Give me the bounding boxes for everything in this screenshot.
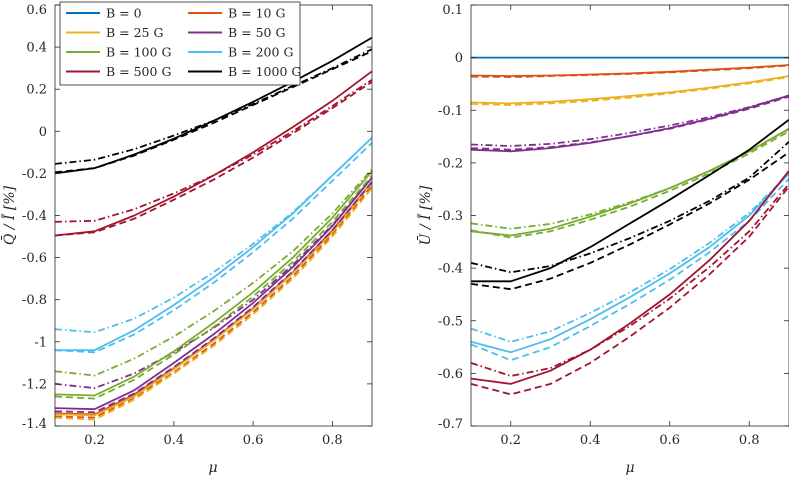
x-tick-label: 0.8 <box>739 433 760 448</box>
y-axis-label: Q̄ / Ī [%] <box>0 185 18 245</box>
y-tick-label: -0.6 <box>438 367 463 382</box>
series-line-right-18 <box>471 151 789 291</box>
y-tick-label: -0.3 <box>438 209 463 224</box>
y-tick-label: 0 <box>39 125 47 140</box>
y-axis-label: Ū / Ī [%] <box>416 185 434 245</box>
y-tick-label: 0.6 <box>26 3 47 18</box>
y-tick-label: -1.2 <box>22 377 47 392</box>
y-tick-label: -0.6 <box>22 251 47 266</box>
x-axis-label: μ <box>208 460 217 476</box>
y-tick-label: -0.1 <box>438 104 463 119</box>
series-line-left-1 <box>55 185 372 419</box>
legend-label: B = 10 G <box>228 6 285 21</box>
series-line-right-14 <box>471 170 789 385</box>
series-line-right-7 <box>471 94 789 147</box>
series-line-left-17 <box>55 50 372 174</box>
y-tick-label: -0.4 <box>22 209 47 224</box>
series-line-left-6 <box>55 177 372 390</box>
y-tick-label: -0.8 <box>22 293 47 308</box>
y-tick-label: -0.2 <box>22 167 47 182</box>
x-tick-label: 0.2 <box>84 433 105 448</box>
series-line-right-19 <box>471 141 789 274</box>
series-line-right-3 <box>471 75 789 105</box>
legend: B = 0 B = 10 G B = 25 G B = 50 G B = 100 G B … <box>59 1 301 86</box>
legend-label: B = 50 G <box>228 25 285 40</box>
series-line-right-4 <box>471 76 789 106</box>
legend-label: B = 1000 G <box>228 64 301 79</box>
series-line-left-11 <box>55 142 372 354</box>
x-axis-label: μ <box>625 460 634 476</box>
series-line-left-12 <box>55 136 372 334</box>
right-series-group <box>471 56 789 396</box>
x-tick-label: 0.6 <box>243 433 264 448</box>
series-line-left-8 <box>55 174 372 400</box>
y-tick-label: -0.4 <box>438 262 463 277</box>
y-tick-label: -1 <box>34 335 47 350</box>
left-series-group <box>55 36 372 421</box>
x-tick-label: 0.6 <box>659 433 680 448</box>
legend-label: B = 0 <box>106 6 142 21</box>
y-tick-label: -0.5 <box>438 314 463 329</box>
series-line-right-15 <box>471 186 789 396</box>
series-line-right-16 <box>471 183 789 377</box>
x-tick-label: 0.4 <box>580 433 601 448</box>
series-line-right-17 <box>471 118 789 283</box>
series-line-right-12 <box>471 178 789 362</box>
y-tick-label: 0 <box>455 51 463 66</box>
series-line-right-9 <box>471 130 789 239</box>
y-tick-label: -1.4 <box>22 417 47 432</box>
series-line-left-7 <box>55 170 372 397</box>
series-line-left-5 <box>55 181 372 414</box>
series-line-left-18 <box>55 48 372 165</box>
series-line-left-4 <box>55 177 372 411</box>
legend-label: B = 25 G <box>106 25 163 40</box>
legend-label: B = 500 G <box>106 64 171 79</box>
series-line-left-9 <box>55 168 372 377</box>
x-tick-label: 0.4 <box>164 433 185 448</box>
series-line-left-3 <box>55 187 372 421</box>
series-line-left-14 <box>55 81 372 237</box>
y-tick-label: 0.1 <box>442 3 463 18</box>
x-tick-label: 0.8 <box>322 433 343 448</box>
y-tick-label: 0.2 <box>26 83 47 98</box>
y-tick-label: -0.2 <box>438 156 463 171</box>
y-tick-label: 0.4 <box>26 41 47 56</box>
x-tick-label: 0.2 <box>500 433 521 448</box>
series-line-left-13 <box>55 70 372 237</box>
right-panel: 0.2 0.4 0.6 0.8 -0.7 -0.6 -0.5 -0.4 -0.3 -0.2 -0.1… <box>416 3 789 476</box>
series-line-right-11 <box>471 172 789 354</box>
legend-label: B = 200 G <box>228 45 293 60</box>
series-line-right-6 <box>471 95 789 151</box>
y-tick-label: -0.7 <box>438 417 463 432</box>
series-line-left-2 <box>55 182 372 417</box>
series-line-right-2 <box>471 64 789 78</box>
legend-label: B = 100 G <box>106 45 171 60</box>
